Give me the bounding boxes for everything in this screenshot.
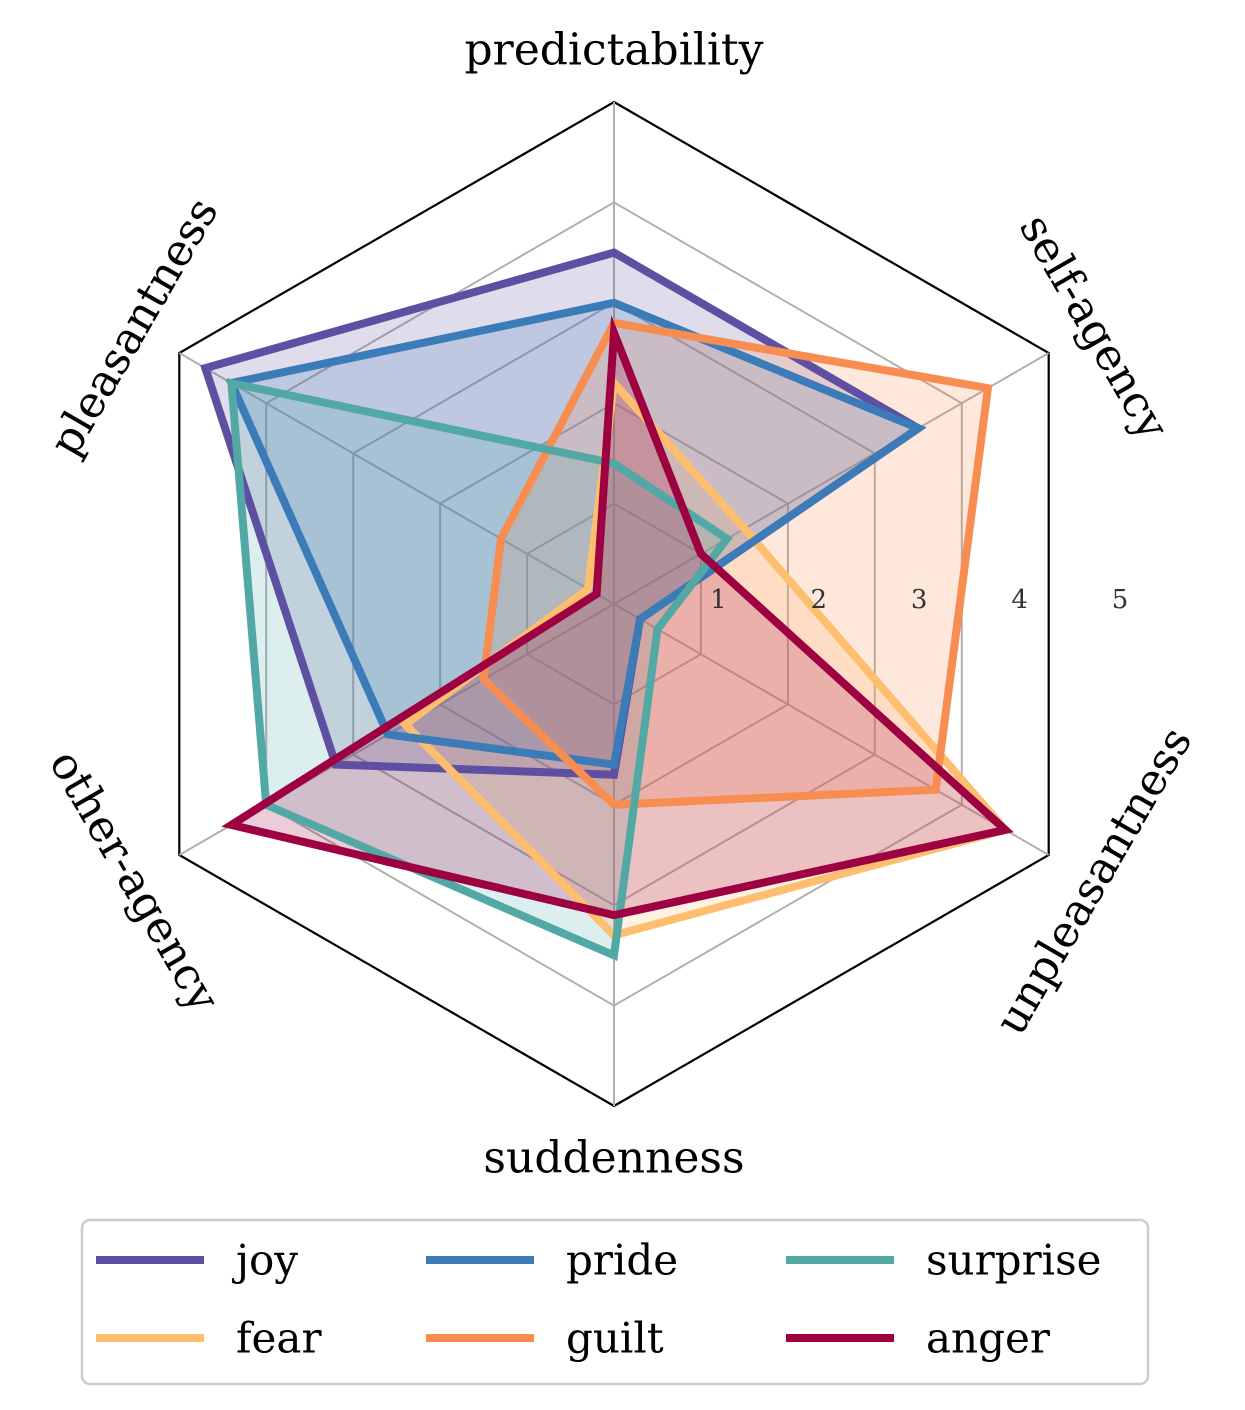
axis-label-self-agency: self-agency — [1009, 206, 1179, 449]
tick-label-1: 1 — [710, 585, 727, 615]
legend-item-pride: pride — [426, 1236, 678, 1285]
legend-label-pride: pride — [566, 1236, 678, 1285]
legend-label-surprise: surprise — [926, 1236, 1102, 1285]
tick-label-3: 3 — [911, 585, 928, 615]
axis-label-suddenness: suddenness — [483, 1133, 744, 1184]
axis-label-predictability: predictability — [465, 25, 764, 76]
legend-label-guilt: guilt — [566, 1314, 664, 1363]
legend-item-guilt: guilt — [426, 1314, 664, 1363]
series-fill-joy — [205, 252, 919, 775]
legend-label-anger: anger — [926, 1314, 1051, 1363]
grid-spoke-self-agency — [613, 352, 1050, 605]
tick-labels: 1 2 3 4 5 — [710, 585, 1128, 615]
axis-label-pleasantness: pleasantness — [40, 189, 229, 465]
legend: joy fear pride guilt surprise anger — [80, 1218, 1150, 1386]
series-line-guilt — [479, 318, 993, 809]
legend-item-joy: joy — [96, 1236, 298, 1285]
grid-spoke-unpleasantness — [613, 603, 1050, 856]
axis-label-unpleasantness: unpleasantness — [985, 719, 1202, 1044]
axis-label-other-agency: other-agency — [39, 741, 230, 1020]
series-line-surprise — [226, 378, 733, 962]
legend-item-fear: fear — [96, 1314, 322, 1363]
tick-label-4: 4 — [1011, 585, 1028, 615]
legend-label-joy: joy — [231, 1236, 298, 1285]
legend-label-fear: fear — [236, 1314, 322, 1363]
legend-item-anger: anger — [786, 1314, 1051, 1363]
series-line-anger — [221, 314, 1014, 920]
tick-label-5: 5 — [1112, 585, 1129, 615]
radar-series — [200, 248, 1014, 962]
grid-spoke-pleasantness — [178, 352, 615, 605]
legend-item-surprise: surprise — [786, 1236, 1102, 1285]
tick-label-2: 2 — [811, 585, 828, 615]
